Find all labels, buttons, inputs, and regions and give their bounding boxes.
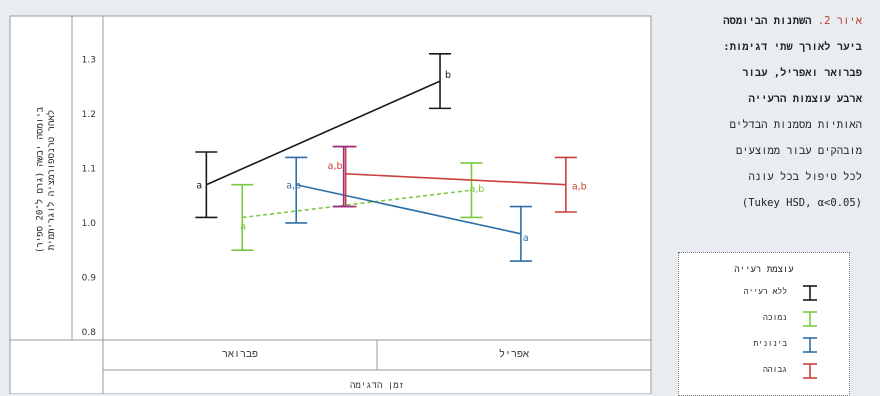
legend-item: ללא רעייה [679, 283, 849, 303]
legend-errorbar-icon [803, 285, 817, 301]
significance-letter: a [196, 181, 202, 192]
y-tick-label: 1.1 [82, 164, 96, 174]
x-category-label: אפריל [499, 348, 529, 360]
y-tick-label: 0.9 [82, 273, 97, 283]
caption-bold-4: ארבע עוצמות הרעייה [748, 93, 862, 105]
legend-item: בינונית [679, 335, 849, 355]
y-axis-label-line-1: ביומסה יבשה (גרם ל־20 ספיר) [35, 106, 45, 253]
legend-label: גבוהה [762, 365, 787, 374]
significance-letter: a,b [328, 161, 343, 172]
legend-title: עוצמת רעייה [734, 265, 794, 275]
caption-line-7: לכל טיפול בכל עונה [748, 171, 862, 183]
significance-letter: a,b [572, 182, 587, 193]
legend-label: בינונית [753, 339, 787, 348]
legend-item: גבוהה [679, 361, 849, 381]
legend-errorbar-icon [803, 337, 817, 353]
significance-letter: b [445, 70, 451, 81]
series-line-2 [296, 183, 522, 235]
legend-label: נמוכה [762, 313, 787, 322]
y-tick-label: 1.2 [82, 110, 96, 120]
caption-line-8: (Tukey HSD, α<0.05) [741, 197, 862, 209]
legend-errorbar-icon [803, 363, 817, 379]
legend-errorbar-icon [803, 311, 817, 327]
chart-frame [9, 15, 652, 394]
legend: עוצמת רעייה ללא רעייה נמוכה בינונית גבוהה [678, 252, 850, 396]
x-category-label: פברואר [222, 349, 258, 360]
figure-label: איור 2. [817, 15, 862, 27]
y-axis-label: ביומסה יבשה (גרם ל־20 ספיר) לאחר טרנספורמ… [35, 106, 57, 253]
caption-bold-2: ביער לאורך שתי דגימות: [723, 41, 862, 53]
y-tick-label: 0.8 [82, 328, 97, 338]
caption-line-6: מובהקים עבור ממוצעים [735, 145, 862, 157]
significance-letter: a,b [469, 184, 484, 195]
caption-line-5: האותיות מסמנות הבדלים [729, 119, 862, 131]
caption-bold-3: פברואר ואפריל, עבור [742, 67, 862, 79]
y-tick-label: 1.0 [82, 219, 97, 229]
series-line-1 [242, 189, 472, 219]
legend-label: ללא רעייה [743, 287, 787, 296]
significance-letter: a [240, 221, 246, 232]
y-tick-label: 1.3 [82, 55, 96, 65]
chart: ביומסה יבשה (גרם ל־20 ספיר) לאחר טרנספורמ… [9, 15, 652, 394]
significance-letter: a,b [286, 181, 301, 192]
significance-letter: a [523, 233, 529, 244]
y-axis-label-line-2: לאחר טרנספורמציה לוגריתמית [47, 110, 57, 250]
caption-bold-1: השתנות הביומסה [723, 15, 812, 27]
series-line-3 [345, 173, 566, 186]
caption-line-1: איור 2. השתנות הביומסה [666, 8, 862, 34]
x-axis-label: זמן הדגימה [350, 381, 404, 391]
legend-item: נמוכה [679, 309, 849, 329]
series-line-0 [206, 80, 441, 186]
figure-caption: איור 2. השתנות הביומסה ביער לאורך שתי דג… [666, 8, 862, 216]
